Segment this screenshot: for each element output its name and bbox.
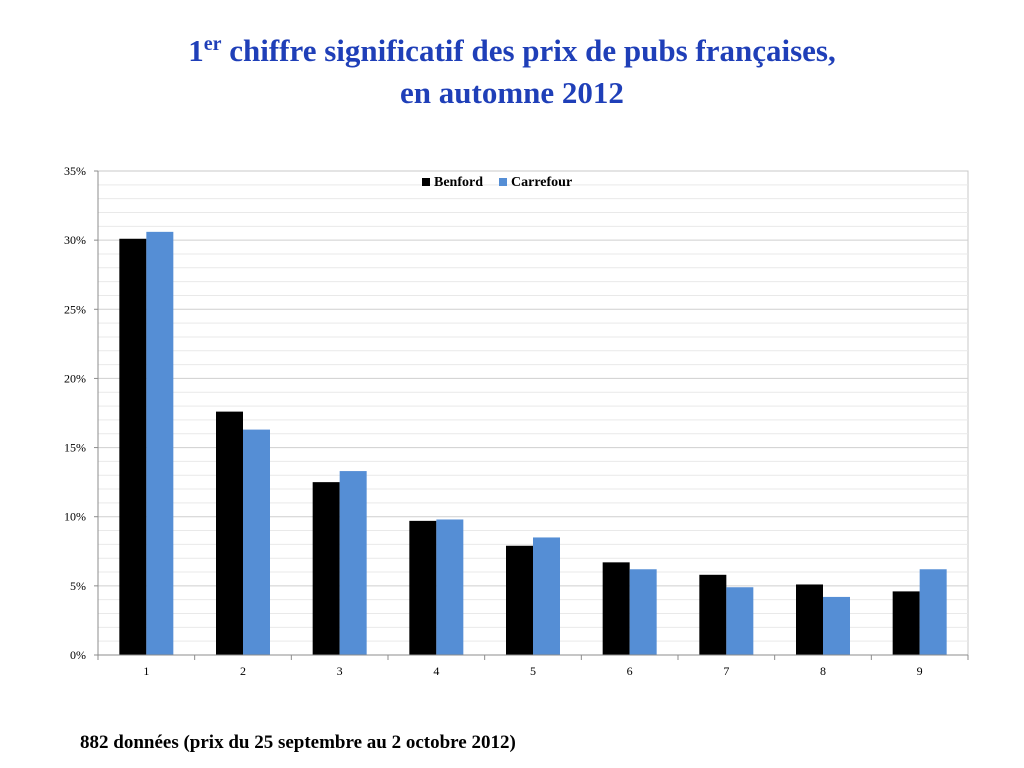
bar-benford-9 [892, 591, 920, 655]
bar-benford-1 [119, 238, 147, 655]
y-tick-label: 25% [64, 302, 86, 316]
x-tick-label: 6 [627, 664, 633, 678]
bar-benford-5 [506, 545, 533, 655]
x-tick-label: 5 [530, 664, 536, 678]
footnote: 882 données (prix du 25 septembre au 2 o… [80, 732, 516, 753]
bar-carrefour-8 [823, 596, 850, 655]
x-tick-label: 4 [433, 664, 439, 678]
y-tick-label: 10% [64, 510, 86, 524]
legend-swatch-benford [422, 178, 430, 186]
y-tick-label: 35% [64, 164, 86, 178]
bar-carrefour-9 [919, 569, 947, 655]
x-tick-label: 9 [917, 664, 923, 678]
bar-benford-6 [602, 562, 630, 655]
chart-title: 1er chiffre significatif des prix de pub… [0, 30, 1024, 114]
bar-carrefour-5 [533, 537, 560, 655]
bar-benford-8 [796, 584, 823, 655]
x-tick-label: 3 [337, 664, 343, 678]
y-tick-labels: 0% 5% 10% 15% 20% 25% 30% 35% [64, 164, 98, 662]
x-tick-label: 2 [240, 664, 246, 678]
bar-benford-4 [409, 520, 437, 655]
legend-label-benford: Benford [434, 175, 483, 190]
bar-carrefour-7 [726, 587, 754, 655]
y-tick-label: 5% [70, 579, 86, 593]
legend-label-carrefour: Carrefour [511, 175, 572, 190]
bars [119, 231, 947, 656]
y-tick-label: 30% [64, 233, 86, 247]
bar-benford-3 [312, 482, 340, 655]
axes [97, 171, 969, 660]
bar-benford-7 [699, 574, 727, 655]
x-tick-label: 7 [723, 664, 729, 678]
title-line-1: 1er chiffre significatif des prix de pub… [188, 33, 836, 68]
bar-carrefour-6 [629, 569, 657, 655]
legend: Benford Carrefour [422, 175, 572, 190]
x-tick-label: 1 [143, 664, 149, 678]
bar-benford-2 [216, 411, 243, 655]
bar-carrefour-2 [243, 429, 270, 655]
y-tick-label: 0% [70, 648, 86, 662]
bar-carrefour-4 [436, 519, 464, 655]
bar-carrefour-3 [339, 471, 367, 655]
title-line-2: en automne 2012 [400, 75, 624, 110]
y-tick-label: 20% [64, 371, 86, 385]
x-tick-labels: 1 2 3 4 5 6 7 8 9 [143, 664, 922, 678]
legend-swatch-carrefour [499, 178, 507, 186]
y-tick-label: 15% [64, 441, 86, 455]
bar-carrefour-1 [146, 231, 174, 656]
x-tick-label: 8 [820, 664, 826, 678]
